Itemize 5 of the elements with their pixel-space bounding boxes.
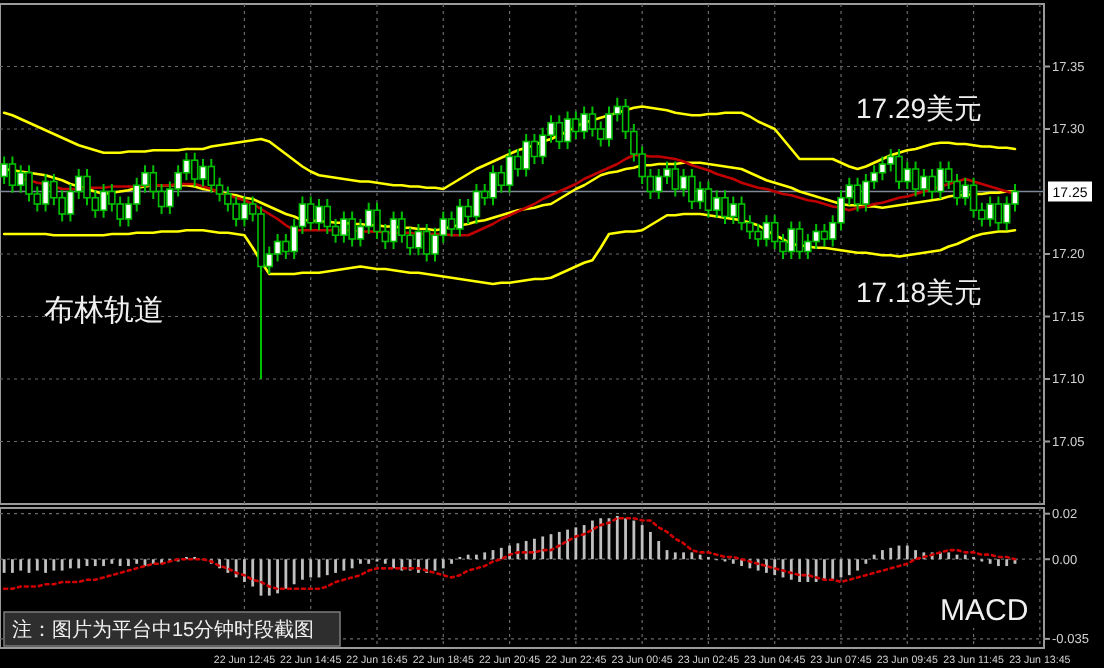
annotation: 布林轨道 [44,294,164,328]
annotation: 注：图片为平台中15分钟时段截图 [12,618,315,642]
annotation: MACD [940,594,1029,628]
annotation: 17.29美元 [856,92,983,124]
annotation: 17.18美元 [856,276,983,308]
